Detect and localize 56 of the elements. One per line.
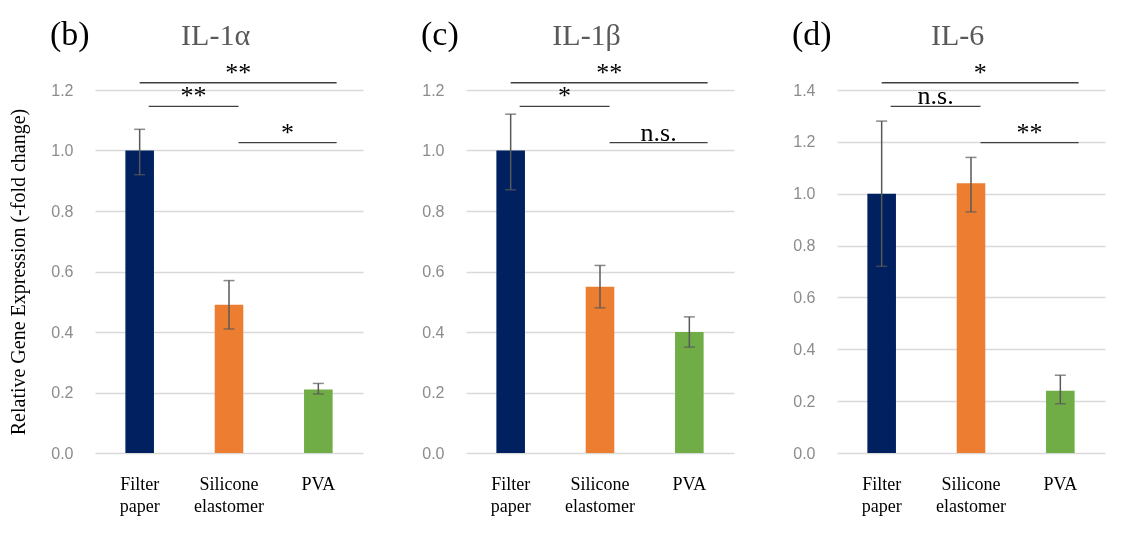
text: ** [596,57,623,87]
x-tick-label: PVA [672,473,707,494]
y-tick-label: 0.8 [51,202,74,220]
annotation: ** [1016,117,1043,147]
chart-title: IL-1β [552,18,621,51]
bar [304,389,333,453]
y-tick-label: 1.2 [422,81,445,99]
annotation: * [558,81,572,111]
text: (b) [50,15,90,53]
bar [867,193,896,453]
y-tick-label: 1.0 [422,142,445,159]
text: ** [225,57,252,87]
y-tick-label: 0.0 [422,444,445,462]
x-tick-label: PVA [1043,473,1078,494]
y-tick-label: 0.4 [793,340,816,358]
bar [496,150,525,453]
bar [125,150,154,453]
y-tick-label: 0.0 [51,444,74,462]
y-tick-label: 0.0 [793,444,816,462]
bar [1046,390,1075,453]
x-tick-label: Silicone elastomer [194,473,264,516]
text: (c) [421,15,459,53]
x-tick-label: Silicone elastomer [565,473,635,516]
x-tick-label: PVA [301,473,336,494]
y-tick-label: 1.2 [793,133,816,151]
x-tick-label: Silicone elastomer [936,473,1006,516]
y-axis-title: Relative Gene Expression (-fold change) [7,108,31,436]
x-tick-label: Filter paper [490,473,531,516]
chart-title: IL-6 [930,18,985,51]
y-tick-label: 0.4 [51,323,74,341]
annotation: ** [180,81,207,111]
y-tick-label: 1.2 [51,81,74,99]
y-tick-label: 1.0 [51,142,74,159]
text: (d) [792,15,832,53]
y-tick-label: 0.2 [51,384,74,401]
annotation: n.s. [640,117,677,147]
y-tick-label: 0.6 [793,288,816,306]
annotation: * [281,117,295,147]
y-tick-label: 1.4 [793,81,816,99]
y-tick-label: 0.6 [422,263,445,280]
x-tick-label: Filter paper [861,473,902,516]
bar [214,304,244,453]
y-tick-label: 0.4 [422,323,445,341]
bar [675,332,704,453]
y-tick-label: 0.6 [51,263,74,280]
chart-title: IL-1α [181,18,251,51]
x-tick-label: Filter paper [119,473,160,516]
bar [585,286,615,453]
y-tick-label: 0.2 [422,384,445,401]
bar [956,183,986,453]
y-tick-label: 0.8 [793,237,816,255]
y-tick-label: 0.2 [793,392,816,410]
annotation: n.s. [917,81,954,111]
y-tick-label: 0.8 [422,202,445,220]
text: * [973,57,987,87]
y-tick-label: 1.0 [793,185,816,203]
